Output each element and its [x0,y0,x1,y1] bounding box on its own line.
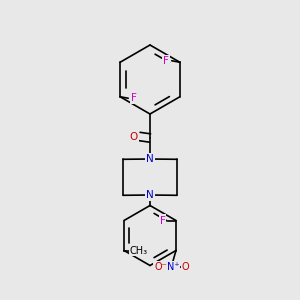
Text: O⁻: O⁻ [154,262,167,272]
Text: N⁺: N⁺ [167,262,179,272]
Text: N: N [146,190,154,200]
Text: O: O [182,262,189,272]
Text: N: N [146,154,154,164]
Text: F: F [160,215,165,226]
Text: F: F [131,93,137,103]
Text: O: O [129,131,138,142]
Text: CH₃: CH₃ [130,245,148,256]
Text: F: F [164,56,169,66]
